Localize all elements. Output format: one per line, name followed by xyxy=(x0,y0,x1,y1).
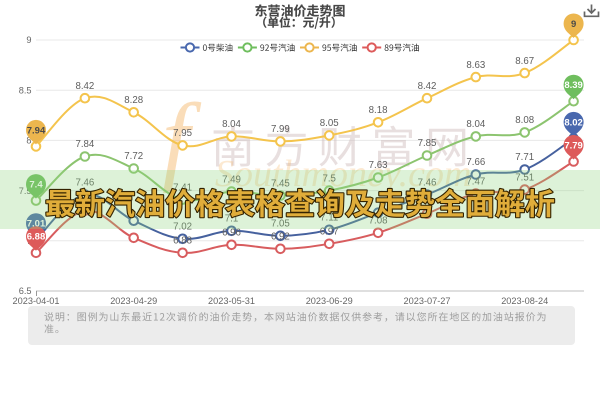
svg-text:7.94: 7.94 xyxy=(27,125,46,136)
svg-text:7.63: 7.63 xyxy=(369,160,388,171)
svg-text:8.39: 8.39 xyxy=(564,80,583,91)
svg-text:8: 8 xyxy=(26,136,31,146)
svg-text:9: 9 xyxy=(571,19,576,30)
svg-text:7.66: 7.66 xyxy=(466,157,485,168)
svg-text:7.51: 7.51 xyxy=(515,172,534,183)
svg-text:7.99: 7.99 xyxy=(271,124,290,135)
svg-text:7.84: 7.84 xyxy=(75,139,94,150)
svg-text:7.72: 7.72 xyxy=(124,151,143,162)
svg-text:8.5: 8.5 xyxy=(19,85,32,95)
svg-text:8.05: 8.05 xyxy=(320,118,339,129)
svg-text:8.28: 8.28 xyxy=(124,95,143,106)
svg-text:8.04: 8.04 xyxy=(222,119,241,130)
svg-text:9: 9 xyxy=(26,35,31,45)
svg-text:2023-05-31: 2023-05-31 xyxy=(208,296,255,306)
svg-text:2023-08-24: 2023-08-24 xyxy=(501,296,548,306)
svg-text:7.85: 7.85 xyxy=(418,138,437,149)
svg-text:7.02: 7.02 xyxy=(173,222,192,233)
svg-text:7.01: 7.01 xyxy=(27,219,46,230)
svg-text:7.46: 7.46 xyxy=(418,177,437,188)
svg-text:8.42: 8.42 xyxy=(418,81,437,92)
svg-text:8.18: 8.18 xyxy=(369,105,388,116)
svg-text:7.08: 7.08 xyxy=(369,216,388,227)
svg-text:6.88: 6.88 xyxy=(173,236,192,247)
svg-text:7.49: 7.49 xyxy=(222,174,241,185)
svg-text:7.41: 7.41 xyxy=(173,182,192,193)
svg-text:7.79: 7.79 xyxy=(564,140,583,151)
svg-text:7.11: 7.11 xyxy=(320,213,338,224)
svg-text:6.5: 6.5 xyxy=(19,286,32,296)
svg-text:6.92: 6.92 xyxy=(271,232,290,243)
svg-text:7.46: 7.46 xyxy=(75,177,94,188)
svg-text:8.42: 8.42 xyxy=(75,81,94,92)
svg-text:8.02: 8.02 xyxy=(564,117,583,128)
svg-text:6.97: 6.97 xyxy=(320,227,339,238)
svg-text:6.88: 6.88 xyxy=(27,232,46,243)
svg-text:8.04: 8.04 xyxy=(466,119,485,130)
svg-text:2023-04-01: 2023-04-01 xyxy=(13,296,60,306)
svg-text:7.45: 7.45 xyxy=(271,178,290,189)
svg-text:7.5: 7.5 xyxy=(19,186,32,196)
svg-text:6.96: 6.96 xyxy=(222,228,241,239)
svg-text:7.4: 7.4 xyxy=(29,180,43,191)
svg-text:7.95: 7.95 xyxy=(173,128,192,139)
svg-text:2023-07-27: 2023-07-27 xyxy=(404,296,451,306)
svg-text:7.71: 7.71 xyxy=(515,152,534,163)
svg-text:7.5: 7.5 xyxy=(322,173,335,184)
svg-text:8.67: 8.67 xyxy=(515,56,534,67)
svg-text:7.47: 7.47 xyxy=(466,176,485,187)
svg-text:7.1: 7.1 xyxy=(225,214,238,225)
svg-text:8.63: 8.63 xyxy=(466,60,485,71)
svg-text:2023-06-29: 2023-06-29 xyxy=(306,296,353,306)
svg-text:2023-04-29: 2023-04-29 xyxy=(110,296,157,306)
svg-text:8.08: 8.08 xyxy=(515,115,534,126)
svg-text:7.05: 7.05 xyxy=(271,219,290,230)
